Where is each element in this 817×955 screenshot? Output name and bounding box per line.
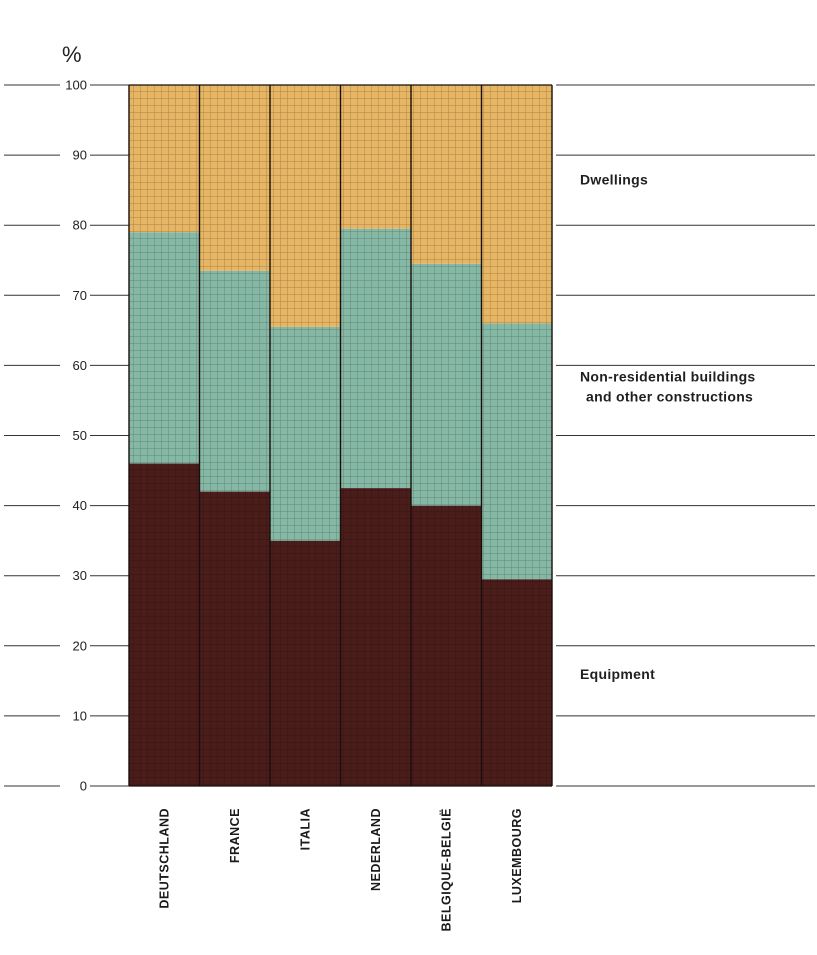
y-tick-label: 40 <box>73 498 87 513</box>
y-tick-label: 100 <box>65 78 87 93</box>
y-tick-label: 90 <box>73 148 87 163</box>
category-label: ITALIA <box>298 808 312 850</box>
bar-dividers <box>128 84 553 787</box>
legend-entry-equipment: Equipment <box>580 666 655 682</box>
unit-label: % <box>62 42 82 67</box>
legend-entry-dwellings: Dwellings <box>580 172 648 188</box>
category-label: DEUTSCHLAND <box>157 808 171 909</box>
y-tick-label: 60 <box>73 358 87 373</box>
legend-entry-non-residential: and other constructions <box>586 388 753 404</box>
category-label: NEDERLAND <box>369 808 383 891</box>
y-tick-label: 80 <box>73 218 87 233</box>
legend-entry-non-residential: Non-residential buildings <box>580 368 756 384</box>
y-tick-label: 10 <box>73 708 87 723</box>
legend: Dwellings Non-residential buildings and ot… <box>580 172 756 682</box>
gridlines <box>4 84 815 787</box>
category-label: BELGIQUE-BELGIË <box>438 808 453 931</box>
y-tick-labels: 0 10 20 30 40 50 60 70 80 90 100 <box>65 78 87 794</box>
y-tick-label: 0 <box>80 779 87 794</box>
y-tick-label: 50 <box>73 428 87 443</box>
y-tick-label: 70 <box>73 288 87 303</box>
category-label: LUXEMBOURG <box>510 808 524 903</box>
category-label: FRANCE <box>228 808 242 863</box>
category-labels: DEUTSCHLAND FRANCE ITALIA NEDERLAND BELGIQUE… <box>157 808 524 931</box>
y-tick-label: 20 <box>73 638 87 653</box>
y-tick-label: 30 <box>73 568 87 583</box>
